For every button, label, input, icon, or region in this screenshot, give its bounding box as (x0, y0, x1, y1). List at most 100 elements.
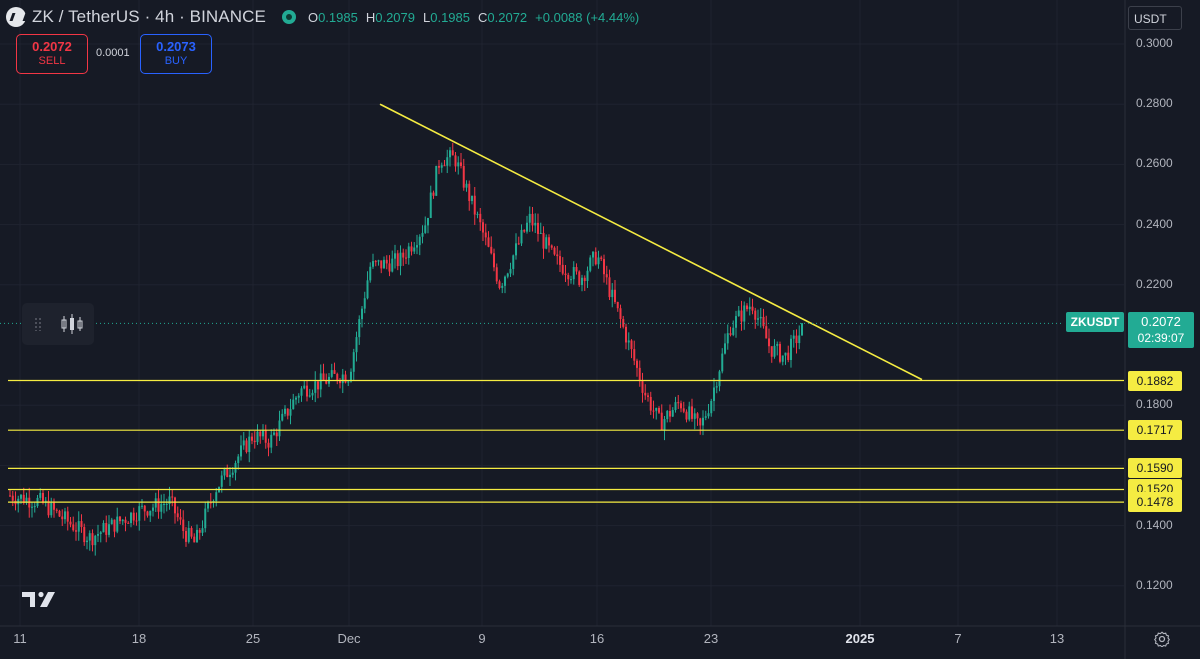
candle-body (308, 395, 311, 397)
tradingview-logo-icon[interactable] (22, 590, 56, 608)
candle-body (746, 305, 748, 310)
candle-body (707, 413, 710, 417)
candle-body (737, 310, 740, 317)
candle-body (399, 252, 402, 267)
candle-body (388, 263, 391, 272)
candle-body (660, 412, 663, 431)
candle-body (655, 407, 658, 411)
candle-body (339, 380, 341, 384)
spread-value: 0.0001 (96, 47, 130, 59)
time-axis-label: 23 (703, 631, 719, 646)
candle-body (201, 528, 204, 533)
candle-body (792, 335, 795, 339)
candle-body (182, 519, 185, 532)
time-axis-label: 9 (478, 631, 486, 646)
candle-body (429, 192, 432, 218)
candle-body (685, 411, 688, 420)
candle-body (454, 155, 457, 167)
candle-body (383, 259, 385, 269)
buy-button[interactable]: 0.2073 BUY (140, 34, 212, 74)
candle-body (517, 243, 520, 245)
candle-body (53, 502, 55, 510)
candle-body (424, 225, 427, 233)
candle-body (61, 516, 64, 520)
candle-body (171, 496, 174, 498)
candle-body (548, 237, 550, 246)
candle-body (479, 213, 482, 223)
candle-body (374, 261, 377, 263)
candle-body (259, 431, 262, 437)
ohlc-change: +0.0088 (+4.44%) (535, 9, 640, 25)
candle-body (713, 387, 715, 401)
sell-price: 0.2072 (32, 39, 72, 54)
candle-body (589, 257, 592, 271)
candle-body (330, 370, 333, 377)
candle-body (275, 432, 278, 437)
candle-body (226, 468, 229, 478)
candle-body (385, 259, 388, 264)
candle-body (256, 431, 259, 443)
candle-body (515, 243, 517, 256)
candle-body (407, 246, 410, 259)
candle-body (787, 352, 790, 361)
candle-body (526, 222, 528, 232)
candle-body (341, 374, 344, 384)
price-axis-label: 0.2600 (1136, 156, 1173, 171)
candle-body (449, 150, 451, 158)
candle-body (704, 416, 707, 418)
candle-body (303, 385, 306, 389)
candle-body (251, 436, 253, 441)
candle-body (611, 289, 614, 298)
floating-toolbar[interactable] (22, 303, 94, 345)
candle-body (410, 246, 413, 252)
candle-body (25, 497, 28, 504)
last-price-tag: 0.2072 02:39:07 (1128, 312, 1194, 348)
trendline[interactable] (379, 103, 923, 381)
horizontal-levels[interactable] (8, 379, 1124, 503)
candle-body (603, 259, 605, 275)
candle-body (421, 232, 424, 237)
symbol-title[interactable]: ZK / TetherUS · 4h · BINANCE (32, 7, 266, 26)
candle-body (581, 277, 583, 286)
candle-body (781, 355, 784, 362)
candle-body (726, 333, 729, 344)
candle-body (344, 374, 347, 383)
candle-body (176, 513, 179, 518)
market-status-icon (281, 10, 296, 24)
time-axis-label: 16 (589, 631, 605, 646)
candle-body (765, 326, 768, 339)
candle-body (317, 381, 319, 390)
candles-icon[interactable] (60, 313, 84, 335)
candle-body (99, 532, 102, 535)
candle-body (66, 511, 69, 522)
candle-body (443, 165, 446, 167)
candle-body (352, 352, 355, 372)
level-price-tag: 0.1717 (1128, 420, 1182, 441)
candle-body (784, 352, 787, 356)
candle-body (696, 413, 699, 419)
candle-body (553, 247, 556, 255)
candle-body (281, 413, 284, 421)
candle-body (523, 229, 526, 232)
candle-body (594, 251, 597, 265)
candle-body (72, 524, 75, 531)
currency-selector[interactable]: USDT (1128, 6, 1182, 30)
candle-body (592, 251, 594, 258)
price-axis-label: 0.1800 (1136, 397, 1173, 412)
drag-handle-icon[interactable] (34, 317, 42, 331)
candle-body (187, 527, 190, 542)
candle-body (196, 529, 198, 543)
candle-body (113, 519, 116, 532)
gear-icon[interactable] (1154, 631, 1170, 647)
bar-countdown: 02:39:07 (1137, 331, 1185, 345)
candle-body (157, 498, 160, 512)
level-price-tag: 0.1590 (1128, 458, 1182, 479)
candle-body (336, 373, 339, 381)
candle-body (193, 536, 196, 543)
candle-body (347, 381, 350, 383)
candle-body (614, 289, 616, 302)
candle-body (773, 345, 776, 357)
sell-button[interactable]: 0.2072 SELL (16, 34, 88, 74)
